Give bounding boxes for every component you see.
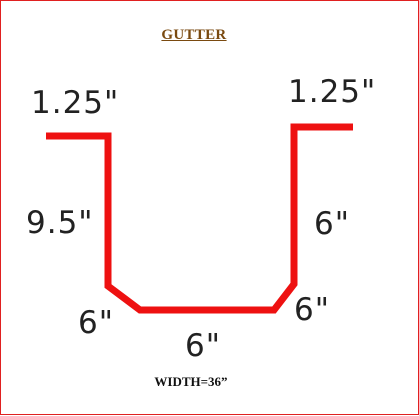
right-side-dimension: 6": [314, 206, 350, 242]
gutter-profile-line: [46, 123, 353, 314]
width-note: WIDTH=36”: [154, 374, 228, 389]
right-bevel-dimension: 6": [294, 292, 330, 328]
bottom-dimension: 6": [185, 328, 221, 364]
diagram-title: GUTTER: [161, 27, 227, 43]
left-side-dimension: 9.5": [26, 205, 94, 241]
left-lip-dimension: 1.25": [31, 85, 120, 121]
left-bevel-dimension: 6": [78, 305, 114, 341]
right-lip-dimension: 1.25": [288, 74, 377, 110]
